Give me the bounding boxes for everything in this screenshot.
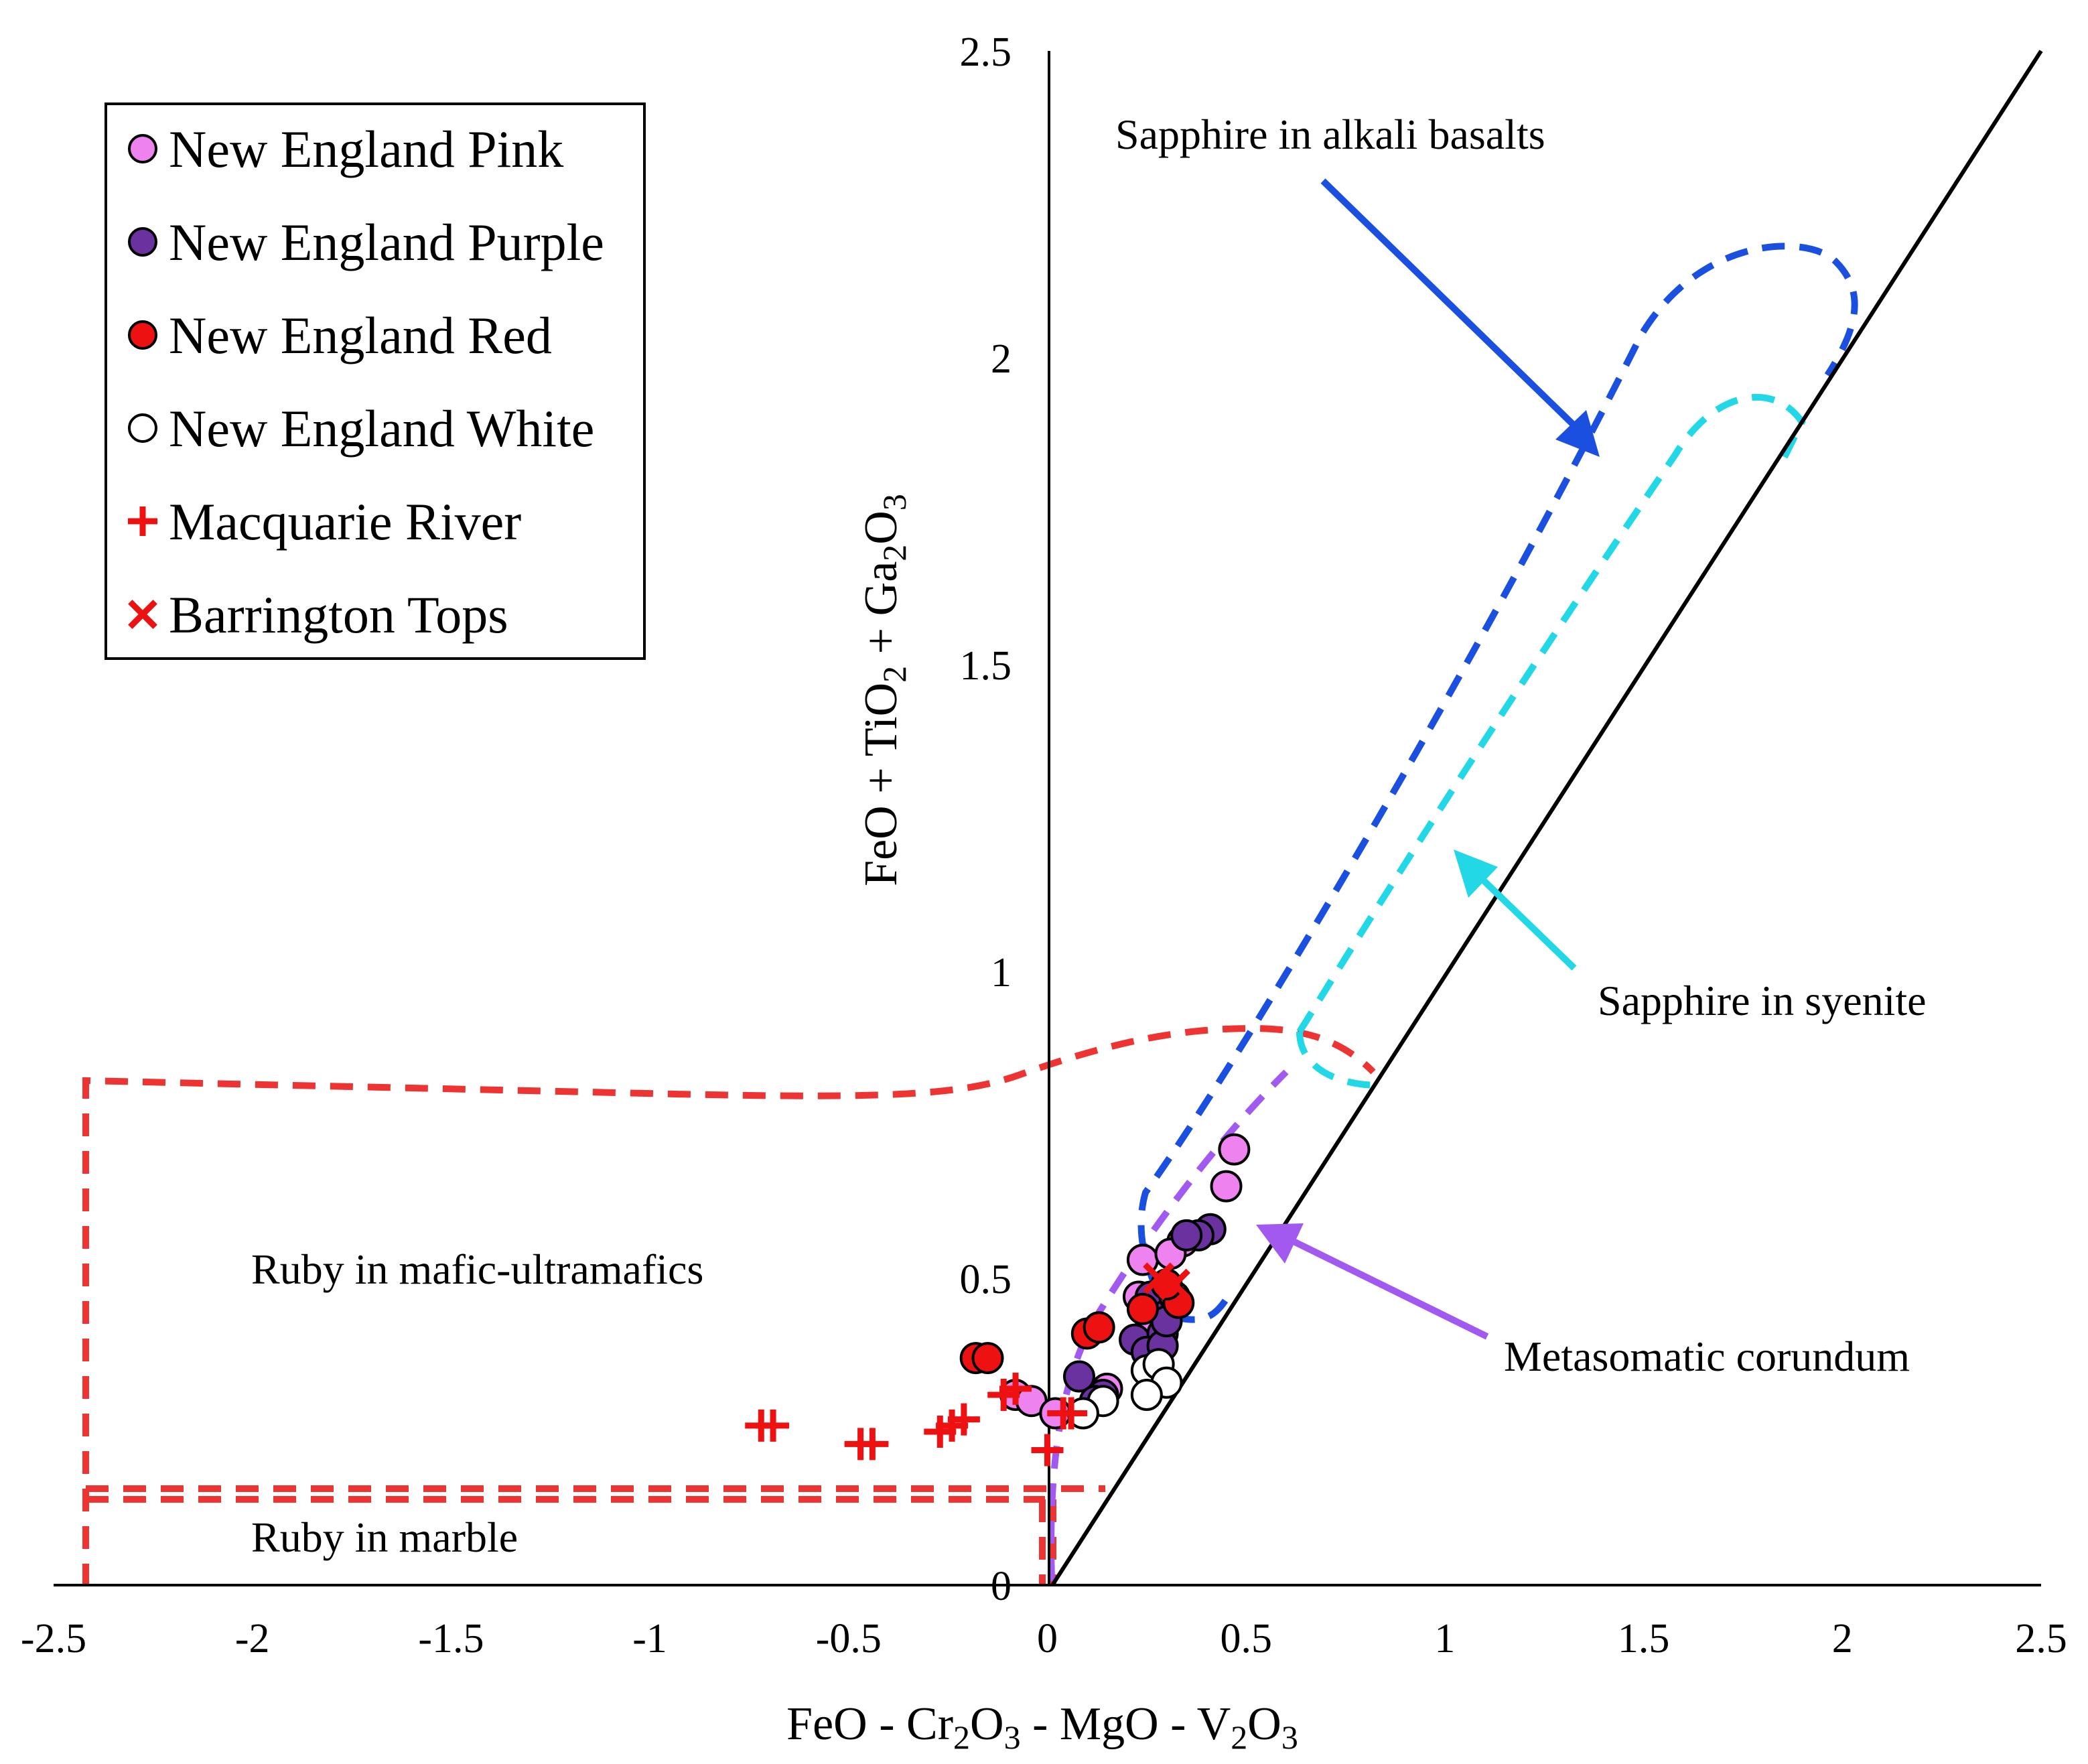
data-point: [1218, 1133, 1251, 1166]
y-title-part: O: [855, 511, 907, 545]
x-tick-label: 2.5: [2015, 1616, 2067, 1661]
legend-label: Barrington Tops: [169, 586, 508, 644]
label-ruby-mafic-ultramafics: Ruby in mafic-ultramafics: [251, 1245, 703, 1293]
x-tick-label: -2.5: [21, 1616, 86, 1661]
x-title-sub: 2: [953, 1718, 970, 1756]
x-tick-label: 0.5: [1220, 1616, 1272, 1661]
data-point: [1210, 1170, 1243, 1203]
arrow-alkali-basalts: [1320, 178, 1580, 431]
data-points: [745, 1133, 1251, 1467]
x-tick-label: -0.5: [816, 1616, 882, 1661]
x-title-sub: 3: [1281, 1718, 1298, 1756]
data-point: [856, 1428, 889, 1461]
legend-label: New England White: [169, 399, 594, 458]
y-axis-title: FeO + TiO2 + Ga2O3: [855, 494, 913, 886]
reference-line-1-to-1: [1050, 50, 2043, 1586]
label-metasomatic-corundum: Metasomatic corundum: [1504, 1333, 1910, 1380]
data-point: [1126, 1292, 1159, 1325]
legend-box: [105, 103, 646, 660]
x-title-part: O: [970, 1698, 1004, 1750]
data-point: [971, 1342, 1004, 1375]
y-tick-label: 2: [991, 336, 1012, 382]
field-sapphire-alkali-basalts: [1137, 243, 1858, 1323]
y-title-sub: 3: [876, 494, 913, 511]
data-point: [947, 1403, 980, 1436]
x-axis-title: FeO - Cr2O3 - MgO - V2O3: [786, 1698, 1298, 1756]
y-tick-label: 1: [991, 950, 1012, 996]
y-title-part: FeO + TiO: [855, 683, 907, 886]
y-title-part: + Ga: [855, 561, 907, 666]
arrowhead-metasomatic: [1256, 1223, 1304, 1264]
field-sapphire-syenite: [1296, 393, 1806, 1089]
legend-label: New England Purple: [169, 213, 604, 271]
y-title-sub: 2: [876, 666, 913, 683]
data-point: [1130, 1379, 1163, 1412]
y-title-sub: 2: [876, 545, 913, 561]
x-tick-label: 1: [1434, 1616, 1455, 1661]
data-point: [1170, 1219, 1203, 1251]
x-tick-labels: -2.5 -2 -1.5 -1 -0.5 0 0.5 1 1.5 2 2.5: [21, 1616, 2067, 1661]
label-sapphire-syenite: Sapphire in syenite: [1598, 977, 1927, 1024]
data-point: [1083, 1311, 1115, 1344]
x-tick-label: -1: [632, 1616, 667, 1661]
x-tick-label: -2: [235, 1616, 270, 1661]
arrowhead-alkali-basalts: [1555, 410, 1600, 457]
data-point: [128, 413, 157, 443]
x-title-part: O: [1247, 1698, 1281, 1750]
x-tick-label: -1.5: [418, 1616, 484, 1661]
data-point: [757, 1409, 790, 1442]
legend-label: Macquarie River: [169, 492, 521, 551]
x-tick-label: 1.5: [1618, 1616, 1670, 1661]
data-point: [1055, 1397, 1088, 1430]
arrow-syenite: [1471, 868, 1577, 971]
x-title-part: FeO - Cr: [786, 1698, 953, 1750]
label-ruby-marble: Ruby in marble: [251, 1513, 518, 1561]
y-tick-label: 0: [991, 1564, 1012, 1609]
x-title-sub: 3: [1004, 1718, 1021, 1756]
x-tick-label: 0: [1037, 1616, 1058, 1661]
annotation-arrows: [1256, 178, 1600, 1340]
data-point: [999, 1372, 1032, 1405]
y-tick-labels: 0 0.5 1 1.5 2 2.5: [960, 29, 1012, 1609]
legend: New England Pink New England Purple New En…: [105, 103, 646, 660]
arrow-metasomatic: [1287, 1236, 1489, 1340]
field-ruby-marble: [86, 1485, 1105, 1586]
data-point: [1062, 1360, 1095, 1393]
arrowhead-syenite: [1454, 850, 1498, 898]
data-point: [128, 227, 157, 257]
y-tick-label: 1.5: [960, 643, 1012, 689]
data-point: [128, 134, 157, 163]
y-tick-label: 0.5: [960, 1257, 1012, 1302]
legend-label: New England Pink: [169, 120, 563, 178]
legend-label: New England Red: [169, 306, 552, 364]
label-sapphire-alkali-basalts: Sapphire in alkali basalts: [1115, 111, 1545, 158]
data-point: [128, 600, 157, 629]
y-tick-label: 2.5: [960, 29, 1012, 75]
data-point: [128, 320, 157, 350]
data-point: [128, 506, 157, 536]
x-title-part: - MgO - V: [1021, 1698, 1231, 1750]
data-point: [1031, 1434, 1064, 1467]
x-title-sub: 2: [1231, 1718, 1247, 1756]
data-point: [1158, 1268, 1190, 1300]
x-tick-label: 2: [1832, 1616, 1853, 1661]
